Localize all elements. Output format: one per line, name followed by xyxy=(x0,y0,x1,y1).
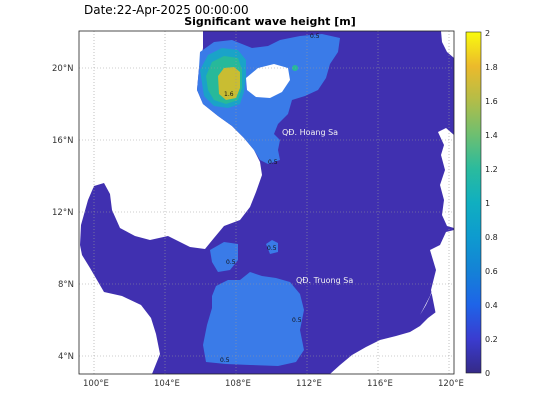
borneo-land xyxy=(330,300,454,374)
colorbar-tick: 0.2 xyxy=(485,335,498,344)
colorbar-tick: 0.6 xyxy=(485,267,498,276)
sea-area xyxy=(80,31,454,374)
contour-label: 0.5 xyxy=(226,259,236,266)
colorbar-tick: 2 xyxy=(485,29,490,38)
colorbar-tick: 1.4 xyxy=(485,131,498,140)
colorbar-tick: 1.2 xyxy=(485,165,498,174)
map-title: Significant wave height [m] xyxy=(184,15,356,28)
date-label: Date:22-Apr-2025 00:00:00 xyxy=(84,3,249,17)
contour-label: 0.5 xyxy=(267,245,277,252)
place-label-truong-sa: QĐ. Truong Sa xyxy=(296,276,353,285)
lat-tick: 12°N xyxy=(52,208,73,218)
map-frame xyxy=(78,30,455,375)
lon-tick: 104°E xyxy=(154,379,180,389)
lat-tick: 16°N xyxy=(52,136,73,146)
lat-tick: 4°N xyxy=(58,352,74,362)
contour-label: 0.5 xyxy=(268,159,278,166)
map-grid xyxy=(79,31,454,374)
lat-tick: 8°N xyxy=(58,280,74,290)
wave-band-south xyxy=(203,272,304,366)
colorbar-tick: 1.8 xyxy=(485,63,498,72)
contour-label: 1.6 xyxy=(224,91,234,98)
taiwan-island xyxy=(441,31,454,58)
colorbar-ticks: 0 0.2 0.4 0.6 0.8 1 1.2 1.4 1.6 1.8 2 xyxy=(485,29,498,378)
place-label-hoang-sa: QĐ. Hoang Sa xyxy=(282,128,338,137)
wave-band-16 xyxy=(218,67,240,100)
wave-band-central xyxy=(210,242,238,272)
contour-label: 0.5 xyxy=(292,317,302,324)
philippines-land xyxy=(438,128,454,228)
lon-tick: 116°E xyxy=(367,379,393,389)
hainan-island-cut xyxy=(246,64,290,98)
contour-label: 0.5 xyxy=(310,33,320,40)
lon-tick: 120°E xyxy=(438,379,464,389)
colorbar-tick: 0 xyxy=(485,369,490,378)
wave-band-small xyxy=(266,240,278,254)
colorbar-tick: 0.4 xyxy=(485,301,498,310)
lon-tick: 112°E xyxy=(296,379,322,389)
contour-label: 0.5 xyxy=(220,357,230,364)
lon-tick: 108°E xyxy=(225,379,251,389)
lon-tick: 100°E xyxy=(83,379,109,389)
colorbar xyxy=(465,31,482,374)
colorbar-tick: 0.8 xyxy=(485,233,498,242)
colorbar-tick: 1.6 xyxy=(485,97,498,106)
colorbar-tick: 1 xyxy=(485,199,490,208)
lat-tick: 20°N xyxy=(52,64,73,74)
